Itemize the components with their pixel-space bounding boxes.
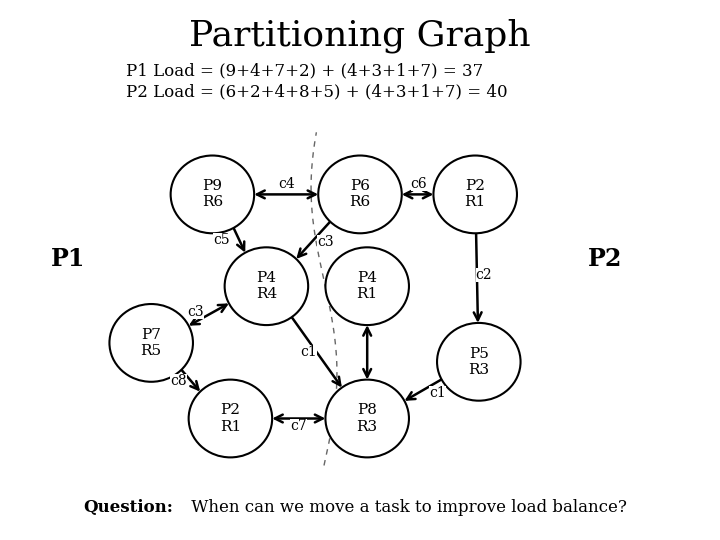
Text: P7
R5: P7 R5 <box>140 328 162 358</box>
Ellipse shape <box>325 247 409 325</box>
FancyArrowPatch shape <box>405 191 431 198</box>
Ellipse shape <box>325 380 409 457</box>
Text: P4
R1: P4 R1 <box>356 271 378 301</box>
Ellipse shape <box>171 156 254 233</box>
Text: c2: c2 <box>475 268 492 282</box>
Text: Partitioning Graph: Partitioning Graph <box>189 19 531 53</box>
Text: c4: c4 <box>278 177 295 191</box>
Text: P1: P1 <box>51 247 86 271</box>
Ellipse shape <box>437 323 521 401</box>
FancyArrowPatch shape <box>474 233 482 320</box>
FancyArrowPatch shape <box>407 380 441 400</box>
Text: When can we move a task to improve load balance?: When can we move a task to improve load … <box>186 499 626 516</box>
FancyArrowPatch shape <box>181 370 199 389</box>
Text: P2
R1: P2 R1 <box>464 179 486 210</box>
FancyArrowPatch shape <box>275 415 323 422</box>
Text: P9
R6: P9 R6 <box>202 179 223 210</box>
FancyArrowPatch shape <box>233 228 244 250</box>
FancyArrowPatch shape <box>257 191 315 198</box>
Text: P4
R4: P4 R4 <box>256 271 277 301</box>
FancyArrowPatch shape <box>364 328 371 377</box>
Text: c7: c7 <box>290 418 307 433</box>
Text: P2: P2 <box>588 247 622 271</box>
Text: Question:: Question: <box>83 499 173 516</box>
Text: c6: c6 <box>410 177 428 191</box>
Ellipse shape <box>433 156 517 233</box>
Text: P1 Load = (9+4+7+2) + (4+3+1+7) = 37: P1 Load = (9+4+7+2) + (4+3+1+7) = 37 <box>126 62 483 79</box>
Ellipse shape <box>189 380 272 457</box>
Ellipse shape <box>225 247 308 325</box>
Text: c1: c1 <box>300 345 317 359</box>
Text: P6
R6: P6 R6 <box>349 179 371 210</box>
Text: P8
R3: P8 R3 <box>356 403 378 434</box>
Text: c3: c3 <box>187 305 204 319</box>
FancyArrowPatch shape <box>298 221 330 257</box>
Text: c1: c1 <box>429 386 446 400</box>
Text: P2
R1: P2 R1 <box>220 403 241 434</box>
Ellipse shape <box>318 156 402 233</box>
Text: c3: c3 <box>317 235 334 249</box>
Text: c8: c8 <box>170 374 187 388</box>
Text: Question: When can we move a task to improve load balance?: Question: When can we move a task to imp… <box>83 499 604 516</box>
FancyArrowPatch shape <box>191 305 227 325</box>
FancyArrowPatch shape <box>292 317 341 386</box>
Text: P5
R3: P5 R3 <box>468 347 490 377</box>
Text: P2 Load = (6+2+4+8+5) + (4+3+1+7) = 40: P2 Load = (6+2+4+8+5) + (4+3+1+7) = 40 <box>126 84 508 100</box>
Ellipse shape <box>109 304 193 382</box>
Text: c5: c5 <box>213 233 230 247</box>
